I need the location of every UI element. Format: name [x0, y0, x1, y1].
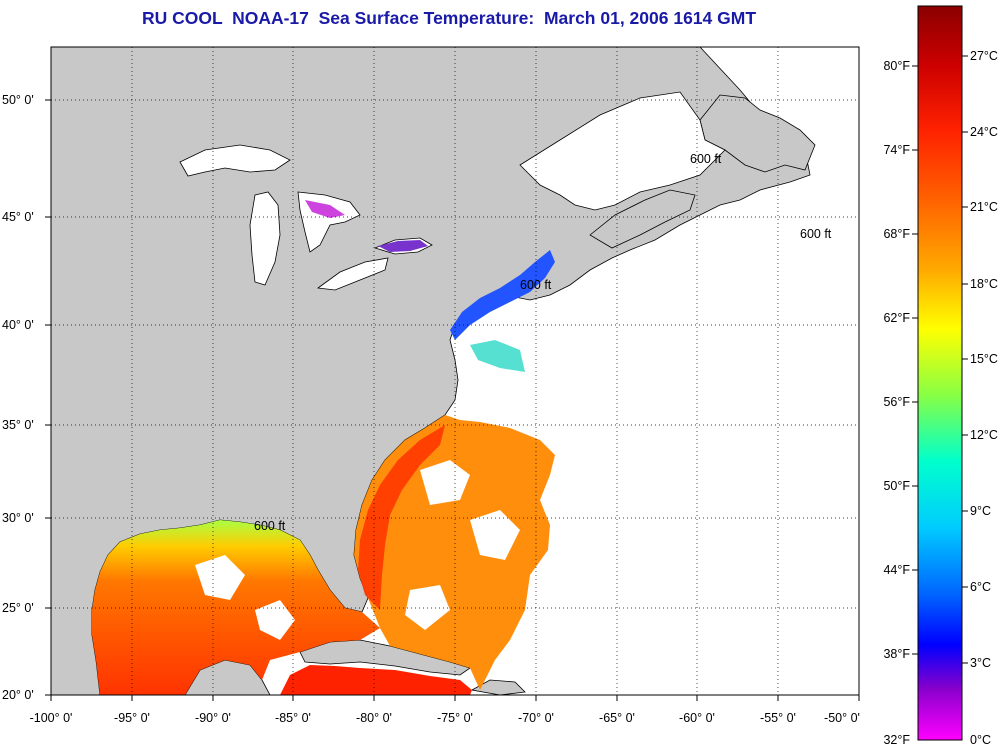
color-bar-gradient — [917, 5, 963, 741]
lon-label: -85° 0' — [275, 711, 311, 725]
sst-caribbean — [280, 665, 472, 695]
colorbar-f-label: 62°F — [883, 311, 910, 325]
sst-gulf-of-mexico — [92, 520, 380, 695]
colorbar-c-label: 12°C — [970, 428, 998, 442]
colorbar-c-label: 0°C — [970, 733, 991, 747]
color-bar: 80°F 74°F 68°F 62°F 56°F 50°F 44°F 38°F … — [883, 5, 998, 747]
lat-labels: 50° 0' 45° 0' 40° 0' 35° 0' 30° 0' 25° 0… — [2, 93, 34, 702]
lon-label: -60° 0' — [679, 711, 715, 725]
colorbar-f-label: 56°F — [883, 395, 910, 409]
lake-erie — [316, 257, 389, 291]
lat-label: 45° 0' — [2, 210, 34, 224]
lat-label: 40° 0' — [2, 318, 34, 332]
lon-label: -75° 0' — [437, 711, 473, 725]
colorbar-f-label: 80°F — [883, 59, 910, 73]
land-nova-scotia — [589, 189, 696, 249]
land-hispaniola — [470, 679, 526, 695]
colorbar-f-label: 38°F — [883, 647, 910, 661]
lon-label: -55° 0' — [760, 711, 796, 725]
lon-label: -50° 0' — [824, 711, 860, 725]
contour-label: 600 ft — [254, 519, 286, 533]
lon-labels: -100° 0' -95° 0' -90° 0' -85° 0' -80° 0'… — [30, 711, 860, 725]
colorbar-c-label: 6°C — [970, 580, 991, 594]
grid-lines — [51, 47, 859, 695]
colorbar-c-label: 9°C — [970, 504, 991, 518]
colorbar-c-label: 18°C — [970, 277, 998, 291]
lat-label: 50° 0' — [2, 93, 34, 107]
lon-label: -95° 0' — [114, 711, 150, 725]
cloud-patch — [470, 510, 520, 560]
colorbar-f-label: 32°F — [883, 733, 910, 747]
colorbar-f-label: 68°F — [883, 227, 910, 241]
lake-michigan — [249, 191, 281, 286]
land-cuba — [299, 639, 471, 676]
colorbar-f-label: 44°F — [883, 563, 910, 577]
lat-label: 35° 0' — [2, 418, 34, 432]
contour-label: 600 ft — [520, 278, 552, 292]
lat-label: 30° 0' — [2, 511, 34, 525]
lat-label: 20° 0' — [2, 688, 34, 702]
colorbar-c-label: 24°C — [970, 125, 998, 139]
contour-label: 600 ft — [800, 227, 832, 241]
lon-label: -80° 0' — [356, 711, 392, 725]
sst-slope-water — [470, 340, 525, 372]
colorbar-f-label: 50°F — [883, 479, 910, 493]
cloud-patch — [255, 600, 295, 640]
lon-label: -70° 0' — [518, 711, 554, 725]
contour-label: 600 ft — [690, 152, 722, 166]
cloud-patch — [195, 555, 245, 600]
lat-label: 25° 0' — [2, 601, 34, 615]
cloud-patch — [420, 460, 470, 505]
lon-label: -65° 0' — [599, 711, 635, 725]
gulf-st-lawrence — [519, 91, 726, 211]
sst-gulf-stream-core — [358, 425, 445, 610]
cloud-patch — [405, 585, 450, 630]
colorbar-c-label: 15°C — [970, 352, 998, 366]
sst-lake-ontario-data — [378, 240, 428, 252]
sst-mid-atlantic-cold — [450, 250, 555, 340]
sst-lake-huron-data — [305, 200, 345, 218]
colorbar-c-label: 21°C — [970, 200, 998, 214]
colorbar-c-label: 27°C — [970, 49, 998, 63]
colorbar-c-label: 3°C — [970, 656, 991, 670]
tick-marks — [45, 99, 860, 701]
lon-label: -90° 0' — [195, 711, 231, 725]
lon-label: -100° 0' — [30, 711, 73, 725]
lake-superior — [179, 144, 291, 177]
colorbar-f-label: 74°F — [883, 143, 910, 157]
map-title: RU COOL NOAA-17 Sea Surface Temperature:… — [141, 8, 757, 28]
